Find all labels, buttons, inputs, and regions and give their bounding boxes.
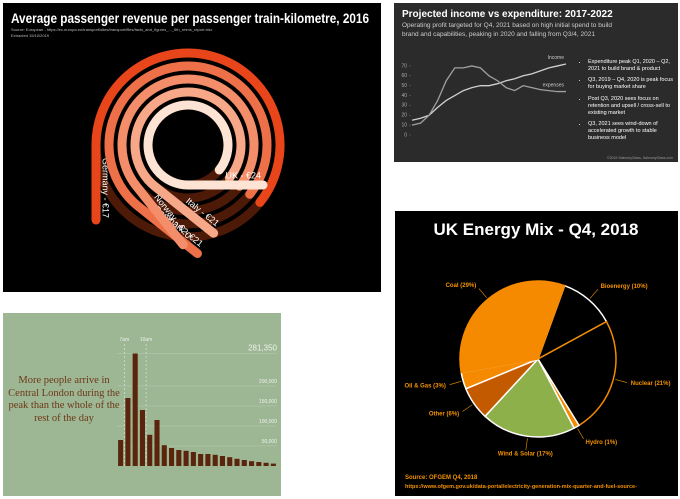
chart: UK Energy Mix - Q4, 2018 Bioenergy (10%) N… <box>404 220 671 490</box>
y-tick-label: 50 <box>401 83 407 89</box>
y-tick-label: 20 <box>401 113 407 119</box>
chart-panel: Average passenger revenue per passenger … <box>3 3 381 292</box>
leader-line <box>525 438 528 451</box>
pie-slice <box>459 280 566 374</box>
bar <box>234 458 240 466</box>
y-tick-label: 150,000 <box>259 399 277 405</box>
bar <box>249 461 255 466</box>
bar <box>132 353 138 466</box>
bar <box>125 398 131 466</box>
source-url: https://www.ofgem.gov.uk/data-portal/ele… <box>405 484 637 490</box>
slice-label: Other (6%) <box>429 411 459 417</box>
leader-line <box>449 381 462 385</box>
slice-label: Oil & Gas (3%) <box>404 383 445 389</box>
bar <box>118 440 124 466</box>
line-series <box>411 65 566 126</box>
y-tick-label: 200,000 <box>259 379 277 385</box>
slice-label: Wind & Solar (17%) <box>498 452 553 458</box>
bar <box>256 462 262 466</box>
y-tick-label: 0 <box>404 132 407 138</box>
bar <box>263 462 269 466</box>
chart-title: Average passenger revenue per passenger … <box>11 10 369 26</box>
source-note: Source: OFGEM Q4, 2018 <box>405 475 478 481</box>
bar <box>139 410 145 466</box>
note: Expenditure peak Q1, 2020 – Q2, 2021 to … <box>588 59 678 73</box>
slice-label: Bioenergy (10%) <box>601 284 648 290</box>
annotation: More people arrive in Central London dur… <box>8 375 120 424</box>
time-marker-label: 7am <box>119 337 129 343</box>
bar <box>169 448 175 466</box>
y-tick-label: 30 <box>401 103 407 109</box>
bar <box>212 454 218 466</box>
leader-line <box>589 289 599 299</box>
pie-slice <box>483 357 576 438</box>
notes-list: Expenditure peak Q1, 2020 – Q2, 2021 to … <box>580 59 678 146</box>
series-label: Income <box>548 55 565 61</box>
y-tick-label: 70 <box>401 63 407 69</box>
source-note: Source: European - https://ec.europa.eu/… <box>11 27 212 32</box>
slice-label: Hydro (1%) <box>585 440 617 446</box>
note: Q3, 2019 – Q4, 2020 is peak focus for bu… <box>588 77 678 91</box>
radial-bar <box>104 61 272 259</box>
slice-label: Coal (29%) <box>446 283 477 289</box>
bar-label: Germany - €17 <box>101 158 111 218</box>
radial-bar <box>91 48 285 225</box>
note: Q3, 2021 sees wind-down of accelerated g… <box>588 121 678 142</box>
bar <box>183 450 189 466</box>
leader-line <box>577 428 584 440</box>
bar <box>205 454 211 466</box>
chart: Projected income vs expenditure: 2017-20… <box>401 9 673 160</box>
chart-title: UK Energy Mix - Q4, 2018 <box>433 220 638 239</box>
leader-line <box>478 288 487 298</box>
chart-panel: UK Energy Mix - Q4, 2018 Bioenergy (10%) N… <box>395 211 678 496</box>
chart: 50,000 100,000 150,000 200,000 281,350 7am 10a… <box>117 337 278 466</box>
chart: Average passenger revenue per passenger … <box>11 10 369 259</box>
pie-slice <box>536 320 617 427</box>
leader-line <box>462 404 473 412</box>
chart-panel: Projected income vs expenditure: 2017-20… <box>394 3 678 162</box>
bar <box>270 463 276 466</box>
series-label: expenses <box>543 83 565 89</box>
chart-panel: 50,000 100,000 150,000 200,000 281,350 7am 10a… <box>3 313 281 496</box>
bar <box>227 457 233 466</box>
slice-label: Nuclear (21%) <box>631 381 671 387</box>
y-tick-label: 100,000 <box>259 419 277 425</box>
radial-bar <box>130 87 246 238</box>
bar <box>154 420 160 466</box>
y-tick-label: 60 <box>401 73 407 79</box>
footer: ©2019 SalmonyGlass, SalmonyGlass.com <box>607 156 673 160</box>
note: Post Q3, 2020 sees focus on retention an… <box>588 96 678 117</box>
radial-bar <box>117 74 259 250</box>
y-tick-label: 40 <box>401 93 407 99</box>
leader-line <box>615 379 628 383</box>
chart-title: Projected income vs expenditure: 2017-20… <box>402 9 613 20</box>
line-series <box>411 63 567 121</box>
extracted-note: Extracted 19/10/2019 <box>11 33 50 38</box>
time-marker-label: 10am <box>140 337 153 343</box>
bar <box>190 452 196 466</box>
bar <box>219 456 225 466</box>
y-tick-label: 50,000 <box>262 439 278 445</box>
bar-label: UK - €24 <box>225 170 261 180</box>
chart-subtitle: Operating profit targeted for Q4, 2021 b… <box>402 22 612 38</box>
y-tick-label: 10 <box>401 122 407 128</box>
y-tick-label: 281,350 <box>248 343 277 352</box>
bar <box>198 454 204 466</box>
radial-bar <box>143 100 268 190</box>
bar <box>161 445 167 466</box>
bar <box>147 434 153 466</box>
bar <box>241 460 247 466</box>
bar <box>176 450 182 466</box>
